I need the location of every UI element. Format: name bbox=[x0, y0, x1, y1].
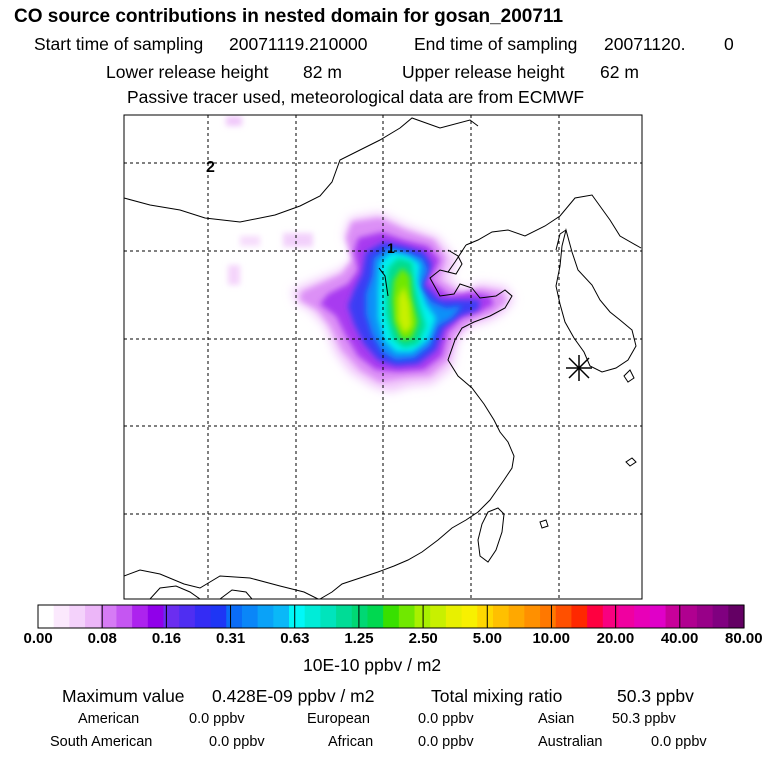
colorbar-swatch bbox=[398, 605, 416, 628]
colorbar-tick-label: 5.00 bbox=[472, 630, 502, 647]
colorbar-swatch bbox=[665, 605, 682, 628]
colorbar-swatch bbox=[289, 605, 306, 628]
colorbar-swatch bbox=[712, 605, 729, 628]
star-icon bbox=[566, 355, 592, 381]
colorbar-swatch bbox=[524, 605, 541, 628]
colorbar-swatch bbox=[69, 605, 86, 628]
lower-height-value: 82 m bbox=[303, 62, 342, 82]
colorbar-swatch bbox=[508, 605, 525, 628]
upper-height-value: 62 m bbox=[600, 62, 639, 82]
end-time-suffix: 0 bbox=[724, 34, 734, 54]
start-time-value: 20071119.210000 bbox=[229, 34, 368, 54]
tracer-note: Passive tracer used, meteorological data… bbox=[127, 87, 585, 107]
colorbar-swatch bbox=[445, 605, 463, 628]
colorbar-swatch bbox=[85, 605, 102, 628]
concentration-plume bbox=[226, 116, 514, 392]
colorbar-tick-label: 10.00 bbox=[532, 630, 570, 647]
colorbar-unit: 10E-10 ppbv / m2 bbox=[303, 655, 442, 675]
colorbar-swatch bbox=[587, 605, 604, 628]
end-time-label: End time of sampling bbox=[414, 34, 578, 54]
region-value: 0.0 ppbv bbox=[651, 734, 707, 750]
colorbar-swatch bbox=[100, 605, 118, 628]
colorbar-swatch bbox=[477, 605, 494, 628]
colorbar-tick-label: 1.25 bbox=[344, 630, 374, 647]
region-value: 50.3 ppbv bbox=[612, 711, 676, 727]
colorbar-tick-label: 0.08 bbox=[87, 630, 117, 647]
colorbar-tick-label: 0.16 bbox=[151, 630, 182, 647]
region-name: Asian bbox=[538, 711, 575, 727]
colorbar-tick-label: 0.31 bbox=[216, 630, 246, 647]
max-value-label: Maximum value bbox=[62, 686, 185, 706]
colorbar-swatch bbox=[304, 605, 321, 628]
colorbar bbox=[37, 604, 745, 629]
map-grid bbox=[124, 115, 642, 599]
colorbar-swatch bbox=[728, 605, 745, 628]
colorbar-swatch bbox=[602, 605, 620, 628]
map-frame bbox=[123, 114, 643, 600]
lower-height-label: Lower release height bbox=[106, 62, 269, 82]
end-time-value: 20071120. bbox=[604, 34, 686, 54]
colorbar-swatch bbox=[132, 605, 149, 628]
colorbar-swatch bbox=[53, 605, 70, 628]
region-value: 0.0 ppbv bbox=[418, 711, 474, 727]
colorbar-swatch bbox=[273, 605, 290, 628]
total-mixing-label: Total mixing ratio bbox=[431, 686, 563, 706]
colorbar-swatch bbox=[320, 605, 337, 628]
colorbar-swatch bbox=[367, 605, 384, 628]
region-value: 0.0 ppbv bbox=[189, 711, 245, 727]
colorbar-frame bbox=[37, 604, 745, 629]
region-name: American bbox=[78, 711, 140, 727]
colorbar-swatch bbox=[461, 605, 478, 628]
colorbar-swatch bbox=[555, 605, 573, 628]
colorbar-swatch bbox=[634, 605, 651, 628]
colorbar-swatch bbox=[194, 605, 212, 628]
upper-height-label: Upper release height bbox=[402, 62, 565, 82]
map-title: CO source contributions in nested domain… bbox=[14, 6, 564, 27]
colorbar-swatch bbox=[147, 605, 165, 628]
region-value: 0.0 ppbv bbox=[418, 734, 474, 750]
colorbar-swatch bbox=[571, 605, 588, 628]
region-name: European bbox=[307, 711, 370, 727]
start-time-label: Start time of sampling bbox=[34, 34, 204, 54]
colorbar-swatch bbox=[241, 605, 259, 628]
colorbar-swatch bbox=[618, 605, 635, 628]
label-1: 1 bbox=[387, 240, 395, 256]
colorbar-swatch bbox=[681, 605, 698, 628]
colorbar-swatch bbox=[163, 605, 180, 628]
colorbar-swatch bbox=[351, 605, 369, 628]
max-value: 0.428E-09 ppbv / m2 bbox=[212, 686, 375, 706]
colorbar-swatch bbox=[383, 605, 400, 628]
colorbar-tick-label: 0.00 bbox=[23, 630, 53, 647]
colorbar-swatch bbox=[492, 605, 510, 628]
colorbar-tick-label: 0.63 bbox=[280, 630, 310, 647]
total-mixing-value: 50.3 ppbv bbox=[617, 686, 694, 706]
colorbar-tick-label: 2.50 bbox=[408, 630, 438, 647]
colorbar-tick-label: 20.00 bbox=[596, 630, 635, 647]
colorbar-swatch bbox=[257, 605, 274, 628]
coastlines bbox=[124, 117, 642, 599]
colorbar-swatch bbox=[540, 605, 557, 628]
colorbar-swatch bbox=[696, 605, 714, 628]
colorbar-swatch bbox=[226, 605, 243, 628]
colorbar-swatch bbox=[649, 605, 667, 628]
colorbar-tick-label: 40.00 bbox=[660, 630, 699, 647]
colorbar-swatch bbox=[210, 605, 227, 628]
region-name: Australian bbox=[538, 734, 603, 750]
colorbar-swatch bbox=[179, 605, 196, 628]
colorbar-tick-label: 80.00 bbox=[725, 630, 763, 647]
colorbar-swatch bbox=[116, 605, 133, 628]
region-name: South American bbox=[50, 734, 153, 750]
region-name: African bbox=[328, 734, 374, 750]
colorbar-swatch bbox=[336, 605, 353, 628]
colorbar-swatch bbox=[430, 605, 447, 628]
label-2: 2 bbox=[206, 159, 215, 176]
region-value: 0.0 ppbv bbox=[209, 734, 265, 750]
colorbar-swatch bbox=[38, 605, 55, 628]
